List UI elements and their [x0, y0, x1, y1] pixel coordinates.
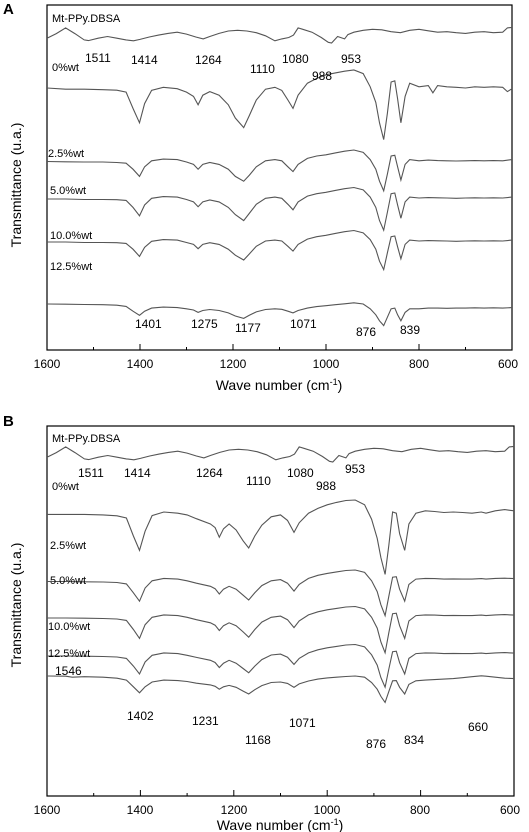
peak-annotation: 953	[341, 52, 361, 66]
x-tick-label: 1400	[127, 803, 154, 817]
panel-b: B Mt-PPy.DBSA 0%wt 2.5%wt 5.0%wt 10.0%wt…	[3, 413, 520, 832]
spectrum-line-12-5-wt	[46, 302, 513, 327]
spectrum-line-10-0-wt	[47, 229, 513, 272]
x-tick-label: 1200	[221, 803, 248, 817]
series-label-0wt: 0%wt	[52, 481, 79, 493]
peak-annotation: 1080	[282, 52, 309, 66]
peak-annotation: 660	[468, 720, 488, 734]
peak-annotation: 1275	[191, 317, 218, 331]
spectrum-line-5-0-wt	[47, 186, 513, 233]
x-tick-label: 1600	[34, 357, 61, 371]
peak-annotation: 1511	[78, 466, 104, 480]
panel-a-y-axis-title: Transmittance (u.a.)	[8, 123, 24, 248]
peak-annotation: 1110	[246, 474, 271, 488]
panel-a-plot-frame	[46, 4, 513, 351]
panel-b-letter: B	[3, 413, 14, 430]
peak-annotation: 876	[366, 737, 386, 751]
series-label-10-0wt: 10.0%wt	[50, 230, 92, 242]
panel-a-x-axis-title: Wave number (cm-1)	[216, 377, 343, 393]
peak-annotation: 834	[404, 733, 424, 747]
peak-annotation: 988	[312, 69, 332, 83]
peak-annotation: 988	[316, 479, 336, 493]
peak-annotation: 876	[356, 325, 376, 339]
x-tick-label: 800	[409, 357, 429, 371]
spectrum-line-10-0-wt	[47, 643, 515, 690]
panel-a-letter: A	[3, 1, 14, 18]
spectrum-line-12-5-wt	[46, 675, 515, 704]
panel-a-x-axis	[46, 344, 513, 350]
peak-annotation: 1414	[124, 466, 151, 480]
peak-annotation: 1071	[289, 716, 316, 730]
peak-annotation: 1080	[287, 466, 314, 480]
peak-annotation: 1402	[127, 709, 154, 723]
x-tick-label: 1200	[220, 357, 247, 371]
panel-a-traces	[46, 26, 513, 327]
x-tick-label: 600	[500, 803, 520, 817]
series-label-mt-ppy-dbsa: Mt-PPy.DBSA	[52, 13, 121, 25]
x-tick-label: 1000	[313, 357, 340, 371]
panel-b-x-axis	[46, 790, 515, 796]
peak-annotation: 1071	[290, 317, 317, 331]
peak-annotation: 1511	[85, 51, 111, 65]
series-label-12-5wt: 12.5%wt	[48, 648, 90, 660]
series-label-5-0wt: 5.0%wt	[50, 185, 86, 197]
x-tick-label: 600	[498, 357, 518, 371]
spectrum-line-mt-ppy-dbsa	[46, 445, 515, 463]
spectrum-line-0-wt	[47, 499, 515, 575]
x-tick-label: 1400	[127, 357, 154, 371]
series-label-12-5wt: 12.5%wt	[50, 261, 92, 273]
peak-annotation: 1264	[196, 466, 223, 480]
peak-annotation: 1168	[245, 733, 271, 747]
peak-annotation: 953	[345, 462, 365, 476]
series-label-2-5wt: 2.5%wt	[48, 148, 84, 160]
peak-annotation: 1110	[250, 62, 275, 76]
x-tick-label: 1600	[34, 803, 61, 817]
peak-annotation: 839	[400, 323, 420, 337]
series-label-0wt: 0%wt	[52, 62, 79, 74]
peak-annotation: 1401	[135, 317, 162, 331]
panel-a: A Mt-PPy.DBSA 0%wt 2.5%wt 5.0%wt 10.0%wt…	[3, 1, 518, 393]
peak-annotation: 1177	[235, 321, 261, 335]
series-label-mt-ppy-dbsa: Mt-PPy.DBSA	[52, 433, 121, 445]
x-tick-label: 800	[410, 803, 430, 817]
panel-b-y-axis-title: Transmittance (u.a.)	[8, 543, 24, 668]
peak-annotation: 1546	[55, 664, 82, 678]
peak-annotation: 1414	[131, 53, 158, 67]
panel-b-x-axis-title: Wave number (cm-1)	[217, 817, 344, 832]
spectrum-line-0-wt	[46, 69, 513, 140]
panel-b-traces	[46, 445, 515, 704]
series-label-10-0wt: 10.0%wt	[48, 621, 90, 633]
x-tick-label: 1000	[314, 803, 341, 817]
series-label-2-5wt: 2.5%wt	[50, 540, 86, 552]
spectrum-line-2-5-wt	[47, 569, 515, 618]
spectrum-line-mt-ppy-dbsa	[46, 26, 513, 44]
spectrum-line-5-0-wt	[47, 605, 515, 655]
peak-annotation: 1231	[192, 714, 219, 728]
panel-b-plot-frame	[46, 425, 515, 797]
spectrum-line-2-5-wt	[46, 149, 513, 193]
peak-annotation: 1264	[195, 53, 222, 67]
series-label-5-0wt: 5.0%wt	[50, 575, 86, 587]
